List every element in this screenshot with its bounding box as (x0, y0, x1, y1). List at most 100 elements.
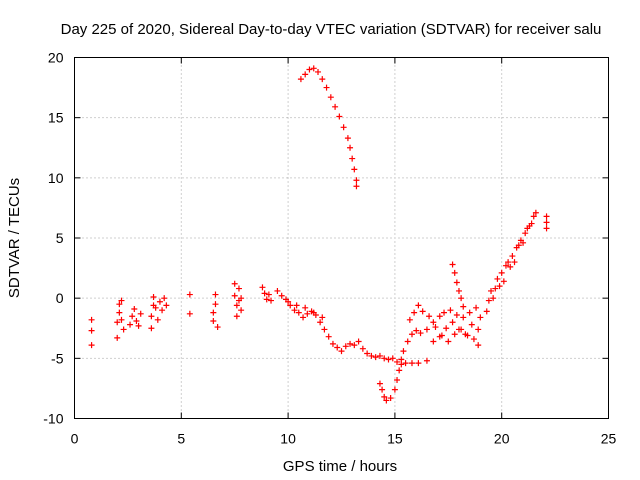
data-point (453, 279, 460, 286)
data-point (408, 331, 415, 338)
data-point (310, 309, 317, 316)
data-point (385, 356, 392, 363)
data-point (359, 345, 366, 352)
data-point (238, 295, 245, 302)
data-point (451, 331, 458, 338)
data-point (261, 290, 268, 297)
data-point (445, 338, 452, 345)
data-point (485, 297, 492, 304)
data-point (505, 259, 512, 266)
data-point (475, 342, 482, 349)
data-point (212, 301, 219, 308)
data-point (186, 291, 193, 298)
data-point (88, 316, 95, 323)
data-point (302, 71, 309, 78)
data-point (483, 308, 490, 315)
y-tick-labels: -10 -5 0 5 10 15 20 (43, 50, 63, 427)
data-points (88, 65, 550, 404)
data-point (120, 326, 127, 333)
y-axis-label: SDTVAR / TECUs (6, 178, 23, 298)
data-point (321, 326, 328, 333)
data-point (458, 295, 465, 302)
data-point (488, 287, 495, 294)
data-point (368, 352, 375, 359)
data-point (400, 348, 407, 355)
data-point (520, 239, 527, 246)
data-point (340, 124, 347, 131)
data-point (460, 303, 467, 310)
data-point (129, 313, 136, 320)
data-point (349, 155, 356, 162)
y-tick-label: 20 (48, 50, 64, 66)
data-point (295, 309, 302, 316)
data-point (152, 304, 159, 311)
y-tick-label: 15 (48, 110, 64, 126)
data-point (159, 307, 166, 314)
data-point (231, 292, 238, 299)
x-tick-label: 5 (177, 431, 185, 447)
data-point (131, 305, 138, 312)
data-point (460, 314, 467, 321)
data-point (231, 280, 238, 287)
data-point (235, 285, 242, 292)
data-point (287, 302, 294, 309)
data-point (161, 295, 168, 302)
data-point (278, 292, 285, 299)
data-point (376, 352, 383, 359)
data-point (391, 386, 398, 393)
data-point (150, 293, 157, 300)
data-point (329, 340, 336, 347)
data-point (477, 314, 484, 321)
data-point (408, 360, 415, 367)
data-point (462, 331, 469, 338)
grid-lines (74, 57, 609, 419)
data-point (88, 342, 95, 349)
data-point (364, 350, 371, 357)
data-point (419, 308, 426, 315)
chart-title: Day 225 of 2020, Sidereal Day-to-day VTE… (61, 21, 602, 38)
data-point (432, 324, 439, 331)
data-point (398, 356, 405, 363)
data-point (353, 183, 360, 190)
y-tick-label: 5 (56, 230, 64, 246)
data-point (509, 253, 516, 260)
data-point (406, 316, 413, 323)
y-tick-label: -5 (51, 350, 64, 366)
data-point (404, 338, 411, 345)
data-point (304, 310, 311, 317)
data-point (498, 269, 505, 276)
x-tick-label: 25 (601, 431, 617, 447)
data-point (336, 113, 343, 120)
data-point (116, 309, 123, 316)
data-point (511, 259, 518, 266)
data-point (233, 313, 240, 320)
data-point (214, 324, 221, 331)
data-point (515, 242, 522, 249)
data-point (133, 318, 140, 325)
data-point (327, 94, 334, 101)
data-point (233, 302, 240, 309)
data-point (543, 213, 550, 220)
data-point (355, 338, 362, 345)
data-point (381, 393, 388, 400)
y-tick-label: 0 (56, 290, 64, 306)
data-point (274, 287, 281, 294)
data-point (522, 230, 529, 237)
data-point (530, 213, 537, 220)
x-axis-label: GPS time / hours (283, 458, 397, 475)
data-point (342, 343, 349, 350)
x-tick-label: 0 (71, 431, 79, 447)
data-point (496, 283, 503, 290)
data-point (387, 395, 394, 402)
data-point (394, 358, 401, 365)
data-point (532, 209, 539, 216)
data-point (297, 76, 304, 83)
data-point (430, 338, 437, 345)
data-point (268, 297, 275, 304)
data-point (114, 334, 121, 341)
data-point (473, 304, 480, 311)
data-point (415, 302, 422, 309)
data-point (455, 287, 462, 294)
